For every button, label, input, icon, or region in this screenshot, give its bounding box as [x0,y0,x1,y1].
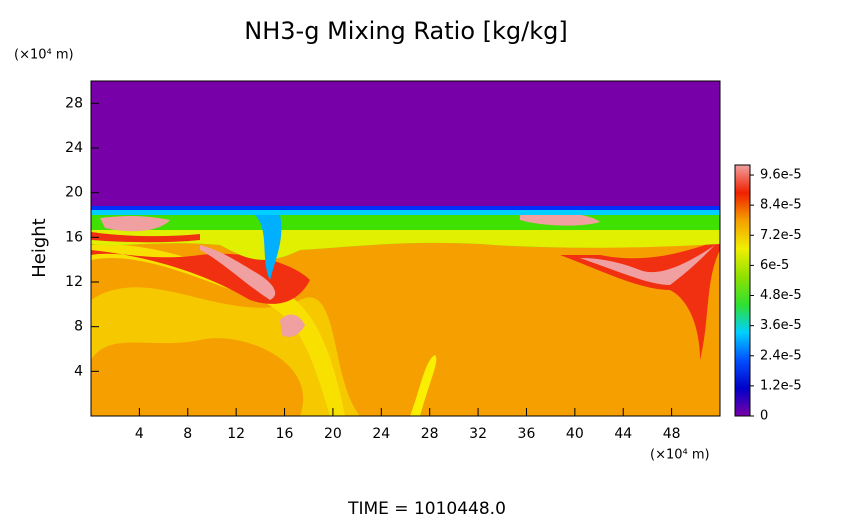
x-tick-label: 36 [518,426,536,442]
field-edge [91,210,720,215]
y-tick-label: 28 [65,95,83,111]
y-tick-label: 24 [65,140,83,156]
x-tick-label: 12 [227,426,245,442]
y-tick-label: 4 [74,363,83,379]
x-tick-label: 32 [469,426,487,442]
colorbar-label: 2.4e-5 [760,348,802,363]
y-unit: (×10⁴ m) [14,48,74,63]
colorbar-label: 9.6e-5 [760,168,802,183]
y-tick-label: 20 [65,185,83,201]
plot-frame [90,80,721,417]
x-tick-label: 28 [421,426,439,442]
field-edge [91,206,720,210]
field-red [91,250,310,304]
field-pink [280,314,305,337]
colorbar-label: 7.2e-5 [760,228,802,243]
colorbar-label: 0 [760,409,768,424]
colorbar-label: 8.4e-5 [760,198,802,213]
colorbar-label: 3.6e-5 [760,318,802,333]
field-pink [520,212,600,226]
footer: TIME = 1010448.0 [347,499,506,519]
x-tick-label: 24 [372,426,390,442]
colorbar-label: 4.8e-5 [760,288,802,303]
colorbar-label: 6e-5 [760,258,789,273]
field-pink [200,245,276,300]
field-pink [100,216,170,232]
colorbar [734,164,751,417]
field-top [91,81,720,207]
chart-title: NH3-g Mixing Ratio [kg/kg] [244,17,567,45]
field [91,81,720,416]
x-tick-label: 4 [135,426,144,442]
y-axis-label: Height [29,218,50,278]
field-cyan [255,215,282,280]
y-tick-label: 16 [65,229,83,245]
y-tick-label: 12 [65,274,83,290]
field-pink [580,245,715,285]
field-swirl [410,355,437,416]
x-tick-label: 20 [324,426,342,442]
x-tick-label: 40 [566,426,584,442]
y-tick-label: 8 [74,319,83,335]
x-unit: (×10⁴ m) [650,448,710,463]
x-tick-label: 48 [663,426,681,442]
x-tick-label: 8 [183,426,192,442]
field-red [91,232,200,243]
field-yellow [91,230,720,260]
x-tick-label: 44 [614,426,632,442]
x-tick-label: 16 [276,426,294,442]
colorbar-label: 1.2e-5 [760,378,802,393]
